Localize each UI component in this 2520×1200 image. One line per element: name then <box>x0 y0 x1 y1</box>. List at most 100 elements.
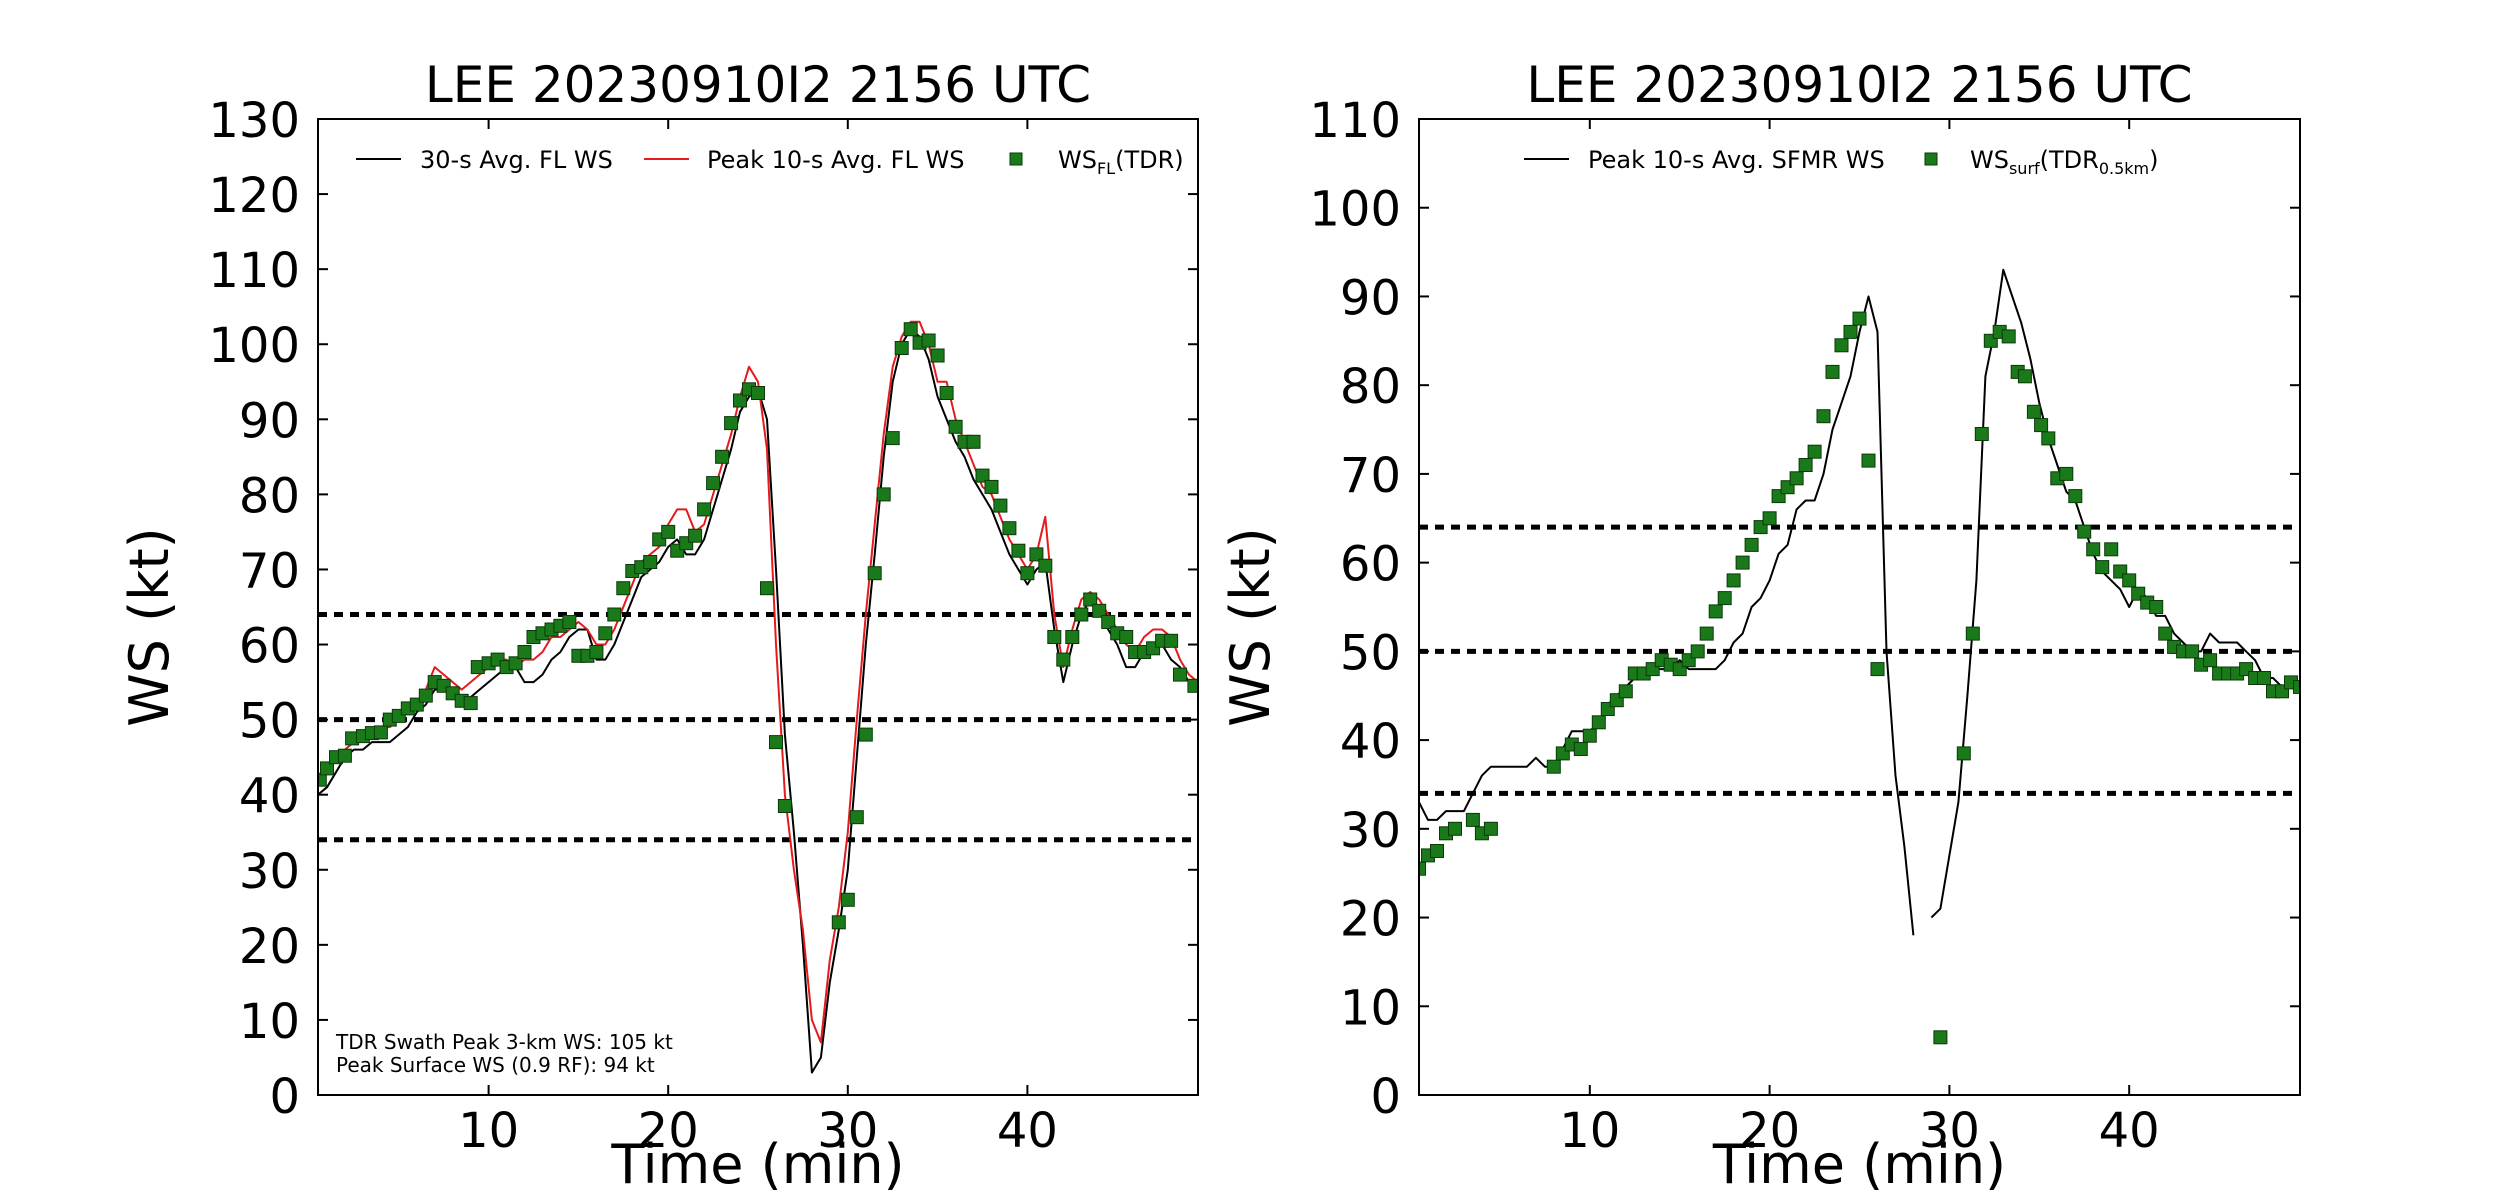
data-point-ws-surf-tdr-0-5km <box>1843 324 1858 339</box>
data-point-ws-surf-tdr-0-5km <box>2293 679 2300 694</box>
data-point-ws-surf-tdr-0-5km <box>1717 591 1732 606</box>
left-chart-legend: 30-s Avg. FL WS Peak 10-s Avg. FL WS WSF… <box>356 146 1184 178</box>
data-point-ws-fl-tdr <box>1101 615 1116 629</box>
data-point-ws-fl-tdr <box>697 502 712 517</box>
data-point-ws-fl-tdr <box>715 449 730 464</box>
data-point-ws-surf-tdr-0-5km <box>2017 369 2032 384</box>
data-point-ws-surf-tdr-0-5km <box>1852 311 1867 326</box>
y-tick-label: 0 <box>1370 1069 1401 1125</box>
data-point-ws-fl-tdr <box>688 528 703 543</box>
data-point-ws-surf-tdr-0-5km <box>1762 511 1777 526</box>
data-point-ws-fl-tdr <box>1002 521 1017 536</box>
left-chart-title: LEE 20230910I2 2156 UTC <box>425 56 1091 114</box>
data-point-ws-fl-tdr <box>1011 543 1026 558</box>
data-point-ws-surf-tdr-0-5km <box>2001 329 2016 344</box>
data-point-ws-surf-tdr-0-5km <box>1582 728 1597 743</box>
data-point-ws-surf-tdr-0-5km <box>2068 489 2083 504</box>
data-point-ws-surf-tdr-0-5km <box>2149 600 2164 614</box>
data-point-ws-fl-tdr <box>984 479 999 494</box>
data-point-ws-fl-tdr <box>849 810 864 825</box>
x-tick-label: 10 <box>1559 1103 1620 1159</box>
y-tick-label: 100 <box>1309 182 1401 238</box>
right-chart-x-axis-label: Time (min) <box>1712 1133 2006 1196</box>
annotation-peak-surface-ws: Peak Surface WS (0.9 RF): 94 kt <box>336 1053 655 1077</box>
x-tick-label: 30 <box>817 1103 878 1159</box>
left-chart-frame <box>317 118 1199 1096</box>
data-point-ws-fl-tdr <box>939 386 954 400</box>
data-point-ws-surf-tdr-0-5km <box>2104 542 2119 557</box>
data-point-ws-surf-tdr-0-5km <box>1699 626 1714 641</box>
data-point-ws-fl-tdr <box>733 393 747 408</box>
legend-label-peak-10s-sfmr: Peak 10-s Avg. SFMR WS <box>1588 146 1885 174</box>
data-point-ws-fl-tdr <box>706 476 721 491</box>
data-point-ws-surf-tdr-0-5km <box>1690 644 1705 659</box>
data-point-ws-surf-tdr-0-5km <box>1430 844 1444 858</box>
data-point-ws-surf-tdr-0-5km <box>2203 653 2218 668</box>
data-point-ws-surf-tdr-0-5km <box>1834 338 1849 353</box>
right-chart-frame <box>1418 118 2301 1096</box>
data-point-ws-fl-tdr <box>1056 652 1071 667</box>
data-point-ws-surf-tdr-0-5km <box>1956 746 1971 761</box>
y-tick-label: 40 <box>239 769 300 825</box>
y-tick-label: 80 <box>1340 359 1401 415</box>
data-point-ws-fl-tdr <box>993 498 1008 513</box>
data-point-ws-fl-tdr <box>858 727 873 742</box>
y-tick-label: 130 <box>208 93 300 149</box>
data-point-ws-surf-tdr-0-5km <box>1789 471 1804 486</box>
data-point-ws-surf-tdr-0-5km <box>2034 418 2049 433</box>
data-point-ws-fl-tdr <box>894 341 909 355</box>
data-point-ws-surf-tdr-0-5km <box>1465 812 1480 827</box>
data-point-ws-fl-tdr <box>724 416 739 431</box>
x-tick-label: 40 <box>997 1103 1058 1159</box>
right-chart-y-axis-label: WS (kt) <box>1219 527 1282 726</box>
y-tick-label: 20 <box>1340 892 1401 948</box>
data-point-ws-fl-tdr <box>930 348 945 363</box>
left-chart-ticks: 0 10 20 30 40 50 60 70 80 90 100 110 120 130 10 20 30 40 <box>208 93 1198 1159</box>
x-tick-label: 20 <box>638 1103 699 1159</box>
data-point-ws-surf-tdr-0-5km <box>1933 1030 1948 1045</box>
data-point-ws-surf-tdr-0-5km <box>1816 409 1831 424</box>
data-point-ws-surf-tdr-0-5km <box>1861 453 1876 468</box>
y-tick-label: 90 <box>1340 270 1401 326</box>
legend-marker-ws-surf-tdr <box>1924 152 1938 166</box>
data-point-ws-fl-tdr <box>1074 607 1089 622</box>
data-point-ws-fl-tdr <box>876 487 891 502</box>
data-point-ws-fl-tdr <box>463 696 478 711</box>
data-point-ws-fl-tdr <box>1164 633 1179 648</box>
data-point-ws-fl-tdr <box>589 645 604 659</box>
data-point-ws-fl-tdr <box>867 566 882 581</box>
data-point-ws-surf-tdr-0-5km <box>2185 644 2200 659</box>
y-tick-label: 40 <box>1340 714 1401 770</box>
y-tick-label: 90 <box>239 393 300 449</box>
data-point-ws-surf-tdr-0-5km <box>1573 742 1588 756</box>
legend-label-30s-avg-fl: 30-s Avg. FL WS <box>420 146 613 174</box>
data-point-ws-surf-tdr-0-5km <box>2077 524 2092 539</box>
data-point-ws-surf-tdr-0-5km <box>2095 560 2110 575</box>
legend-marker-ws-fl-tdr <box>1009 152 1023 166</box>
data-point-ws-surf-tdr-0-5km <box>1483 821 1498 836</box>
data-point-ws-surf-tdr-0-5km <box>2059 466 2074 481</box>
right-chart-title: LEE 20230910I2 2156 UTC <box>1526 56 2192 114</box>
y-tick-label: 110 <box>208 243 300 299</box>
data-point-ws-fl-tdr <box>643 555 658 569</box>
data-point-ws-fl-tdr <box>1092 603 1107 618</box>
data-point-ws-surf-tdr-0-5km <box>1618 684 1633 699</box>
data-point-ws-fl-tdr <box>1047 630 1062 644</box>
data-point-ws-surf-tdr-0-5km <box>1744 537 1759 552</box>
x-tick-label: 40 <box>2099 1103 2160 1159</box>
data-point-ws-surf-tdr-0-5km <box>1708 604 1723 619</box>
series-line-peak-10-s-avg-fl-ws <box>318 320 1198 1044</box>
data-point-ws-fl-tdr <box>1187 678 1198 693</box>
y-tick-label: 10 <box>239 994 300 1050</box>
data-point-ws-surf-tdr-0-5km <box>2041 431 2056 446</box>
data-point-ws-fl-tdr <box>840 892 855 907</box>
data-point-ws-surf-tdr-0-5km <box>1965 626 1980 641</box>
y-tick-label: 80 <box>239 468 300 524</box>
y-tick-label: 20 <box>239 919 300 975</box>
right-chart-legend: Peak 10-s Avg. SFMR WS WSsurf(TDR0.5km) <box>1524 146 2159 178</box>
legend-label-ws-fl-tdr: WSFL(TDR) <box>1058 146 1184 178</box>
x-tick-label: 10 <box>458 1103 519 1159</box>
y-tick-label: 10 <box>1340 980 1401 1036</box>
left-chart-panel: LEE 20230910I2 2156 UTC WS (kt) Time (mi… <box>118 56 1199 1196</box>
